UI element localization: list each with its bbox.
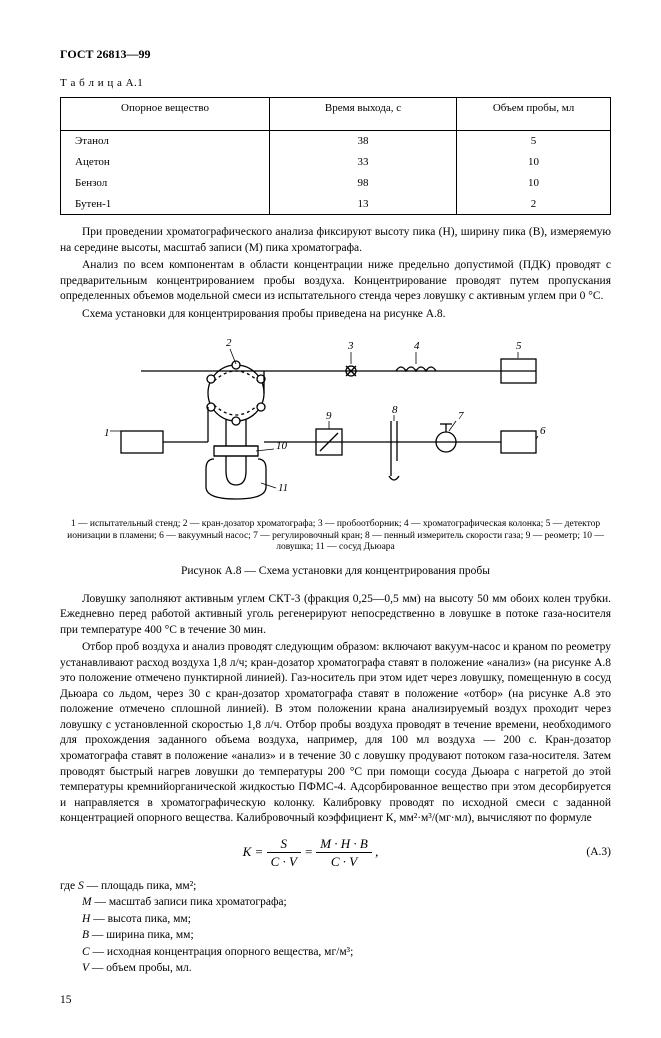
table-label: Т а б л и ц а А.1 [60, 76, 611, 91]
fig-label: 7 [458, 410, 464, 422]
doc-code: ГОСТ 26813—99 [60, 46, 611, 62]
formula-number: (А.3) [561, 845, 611, 861]
table-row: Этанол385 [61, 131, 611, 152]
fig-label: 1 [104, 427, 110, 439]
fig-label: 2 [226, 337, 232, 349]
fig-label: 11 [278, 482, 288, 494]
paragraph: Ловушку заполняют активным углем СКТ-3 (… [60, 592, 611, 639]
figure-title: Рисунок А.8 — Схема установки для концен… [60, 564, 611, 580]
paragraph: Схема установки для концентрирования про… [60, 307, 611, 323]
table-row: Бензол9810 [61, 173, 611, 194]
fig-label: 9 [326, 410, 332, 422]
table-row: Бутен-1132 [61, 194, 611, 215]
col-header-time: Время выхода, с [270, 98, 457, 131]
col-header-substance: Опорное вещество [61, 98, 270, 131]
formula-a3: K = S C · V = M · H · B C · V , (А.3) [60, 835, 611, 871]
fig-label: 8 [392, 404, 398, 416]
paragraph: При проведении хроматографического анали… [60, 225, 611, 256]
reference-table: Опорное вещество Время выхода, с Объем п… [60, 97, 611, 215]
table-row: Ацетон3310 [61, 152, 611, 173]
fig-label: 10 [276, 440, 288, 452]
paragraph: Отбор проб воздуха и анализ проводят сле… [60, 640, 611, 826]
figure-a8: 1 2 3 4 5 6 7 8 9 10 11 [60, 331, 611, 580]
fig-label: 5 [516, 340, 522, 352]
figure-legend: 1 — испытательный стенд; 2 — кран-дозато… [60, 519, 611, 555]
col-header-volume: Объем пробы, мл [457, 98, 611, 131]
paragraph: Анализ по всем компонентам в области кон… [60, 258, 611, 305]
page-number: 15 [60, 993, 611, 1009]
fig-label: 4 [414, 340, 420, 352]
where-block: где S — площадь пика, мм²; M — масштаб з… [60, 879, 611, 977]
fig-label: 3 [347, 340, 354, 352]
fig-label: 6 [540, 425, 546, 437]
